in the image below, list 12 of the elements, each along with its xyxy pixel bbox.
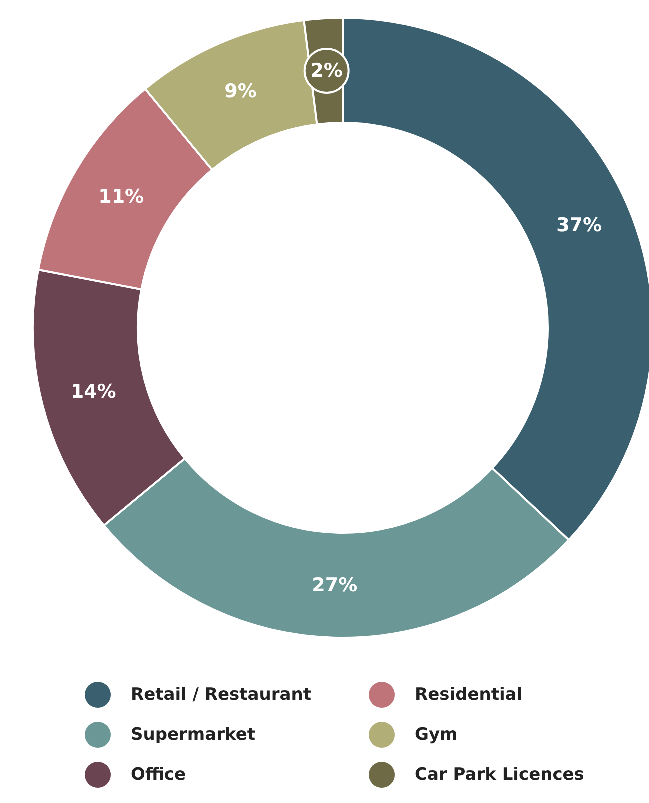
legend-label: Office [131, 765, 186, 785]
legend-label: Residential [415, 685, 523, 705]
data-label: 14% [70, 381, 116, 404]
data-label: 27% [312, 574, 358, 596]
data-label: 37% [556, 214, 602, 237]
legend-label: Supermarket [131, 725, 256, 745]
legend-label: Retail / Restaurant [131, 685, 312, 705]
legend-label: Gym [415, 725, 458, 745]
legend-label: Car Park Licences [415, 765, 584, 785]
data-label: 11% [98, 186, 144, 208]
data-label: 2% [310, 60, 343, 82]
data-label: 9% [224, 80, 257, 103]
